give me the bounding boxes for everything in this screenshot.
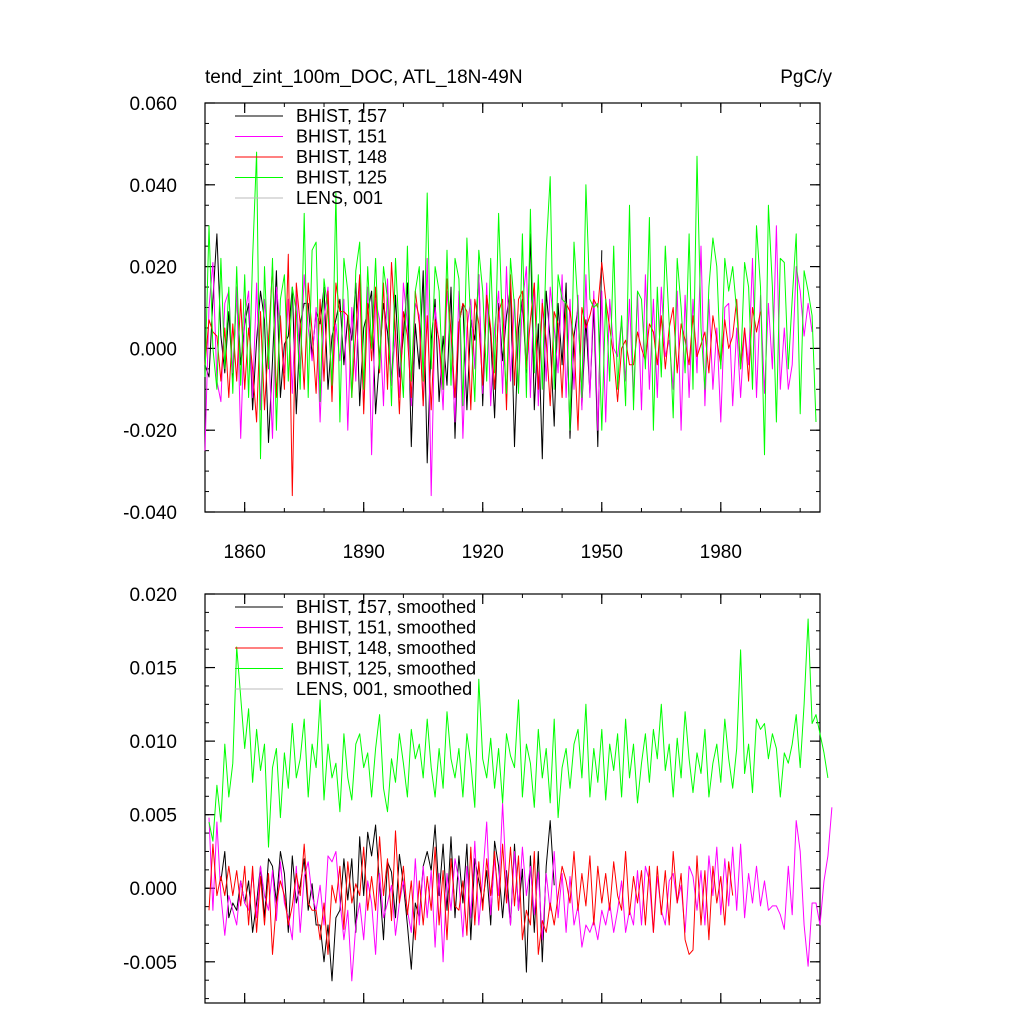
top-chart-units: PgC/y	[780, 67, 832, 88]
series-line-2	[204, 253, 761, 497]
y-tick-label: 0.010	[129, 732, 177, 753]
x-tick-label: 1860	[224, 542, 266, 563]
legend-label: LENS, 001	[296, 188, 383, 208]
y-tick-label: 0.000	[129, 879, 177, 900]
y-tick-label: 0.020	[129, 585, 177, 606]
legend-label: BHIST, 151, smoothed	[296, 618, 476, 638]
plot-frame	[204, 593, 821, 1004]
x-tick-label: 1980	[700, 542, 742, 563]
y-tick-label: -0.020	[123, 421, 177, 442]
series-line-1	[208, 802, 833, 982]
series-line-3	[208, 618, 829, 848]
series-line-2	[208, 830, 734, 955]
x-tick-label: 1890	[343, 542, 385, 563]
legend-label: LENS, 001, smoothed	[296, 679, 472, 699]
y-tick-label: -0.040	[123, 503, 177, 524]
y-tick-label: 0.000	[129, 339, 177, 360]
top-panel: -0.040 -0.020 0.000 0.020 0.040 0.060 1860 1890…	[123, 94, 821, 563]
y-tick-label: -0.005	[123, 953, 177, 974]
series-line-3	[204, 151, 817, 460]
x-tick-label: 1950	[581, 542, 623, 563]
y-tick-label: 0.015	[129, 659, 177, 680]
top-chart-title: tend_zint_100m_DOC, ATL_18N-49N	[205, 67, 523, 88]
legend-label: BHIST, 157	[296, 106, 387, 126]
bottom-panel: -0.005 0.000 0.005 0.010 0.015 0.020 BHIST, 15…	[123, 585, 833, 1004]
y-tick-label: 0.005	[129, 806, 177, 827]
y-tick-label: 0.040	[129, 176, 177, 197]
legend-label: BHIST, 125	[296, 168, 387, 188]
series-line-0	[204, 233, 603, 464]
legend-label: BHIST, 125, smoothed	[296, 659, 476, 679]
legend-label: BHIST, 157, smoothed	[296, 597, 476, 617]
y-tick-label: 0.020	[129, 258, 177, 279]
x-tick-label: 1920	[462, 542, 504, 563]
legend-label: BHIST, 148, smoothed	[296, 638, 476, 658]
legend-label: BHIST, 148	[296, 147, 387, 167]
y-tick-label: 0.060	[129, 94, 177, 115]
legend-label: BHIST, 151	[296, 127, 387, 147]
